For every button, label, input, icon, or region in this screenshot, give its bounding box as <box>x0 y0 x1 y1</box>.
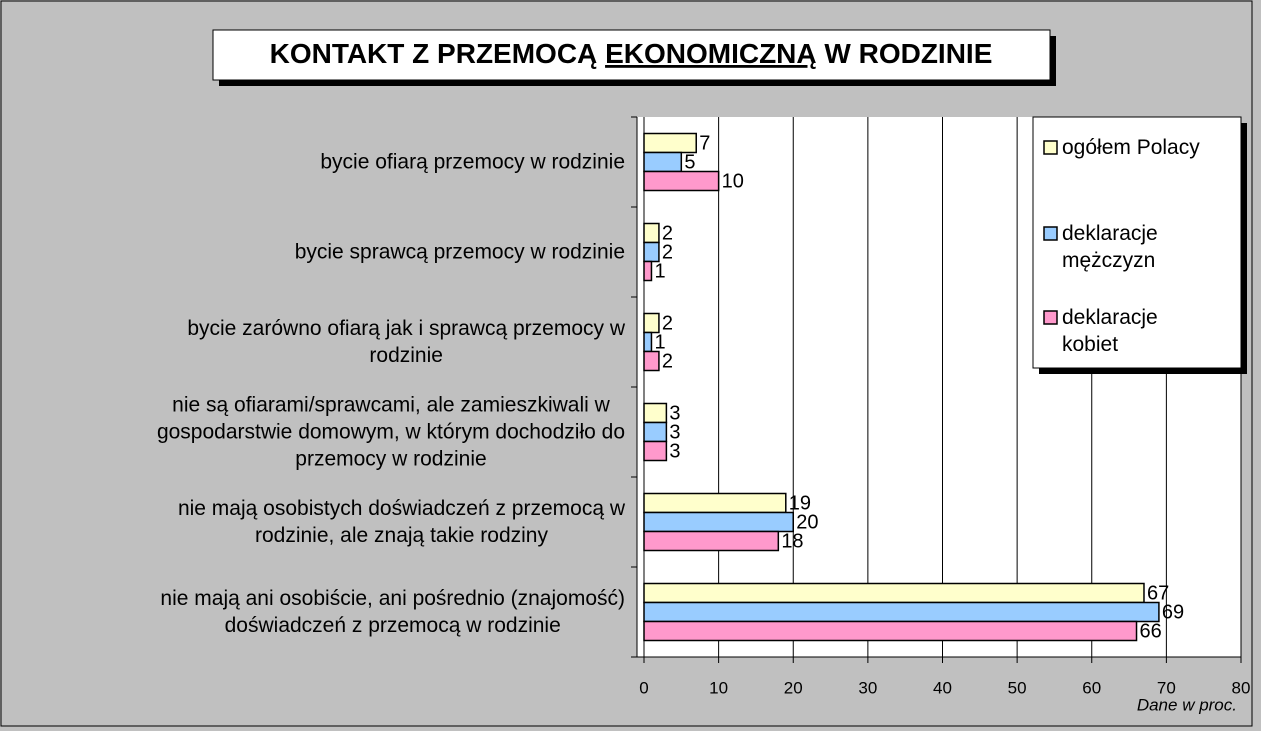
title-part: KONTAKT Z PRZEMOCĄ <box>270 38 598 69</box>
bar <box>643 331 653 353</box>
x-tick-label: 60 <box>1082 678 1101 697</box>
bar <box>643 260 653 282</box>
data-label: 19 <box>789 492 811 514</box>
data-label: 2 <box>662 350 673 372</box>
x-tick-label: 20 <box>784 678 803 697</box>
bar <box>643 492 787 514</box>
x-tick-label: 30 <box>858 678 877 697</box>
bar <box>643 170 720 192</box>
legend-swatch <box>1043 226 1058 241</box>
y-tick-label: bycie zarówno ofiarą jak i sprawcą przem… <box>187 317 625 367</box>
y-tick-label: nie są ofiarami/sprawcami, ale zamieszki… <box>156 393 625 471</box>
x-tick-label: 80 <box>1232 678 1251 697</box>
legend-swatch <box>1043 140 1058 155</box>
y-tick-label: bycie sprawcą przemocy w rodzinie <box>294 240 625 264</box>
bar <box>643 132 697 154</box>
bar <box>643 402 668 424</box>
data-label: 67 <box>1147 582 1169 604</box>
data-label: 69 <box>1162 601 1184 623</box>
data-label: 2 <box>662 241 673 263</box>
data-label: 2 <box>662 312 673 334</box>
y-tick-label: bycie ofiarą przemocy w rodzinie <box>320 150 625 174</box>
data-label: 3 <box>669 440 680 462</box>
x-axis-label: Dane w proc. <box>1137 695 1237 714</box>
x-tick-label: 10 <box>709 678 728 697</box>
x-tick-label: 50 <box>1008 678 1027 697</box>
data-label: 2 <box>662 222 673 244</box>
data-label: 3 <box>669 421 680 443</box>
data-label: 66 <box>1140 620 1162 642</box>
bar <box>643 222 660 244</box>
data-label: 7 <box>699 132 710 154</box>
chart-title: KONTAKT Z PRZEMOCĄ EKONOMICZNĄ W RODZINI… <box>270 38 993 69</box>
x-tick-label: 40 <box>933 678 952 697</box>
bar <box>643 312 660 334</box>
data-label: 1 <box>654 260 665 282</box>
data-label: 3 <box>669 402 680 424</box>
bar <box>643 151 683 173</box>
bar <box>643 241 660 263</box>
data-label: 20 <box>796 511 818 533</box>
legend-label: deklaracje mężczyzn <box>1062 222 1158 272</box>
y-tick-label: nie mają osobistych doświadczeń z przemo… <box>177 497 625 547</box>
title-part: EKONOMICZNĄ <box>605 38 817 69</box>
title-box <box>212 29 1051 81</box>
data-label: 1 <box>654 331 665 353</box>
bar <box>643 601 1160 623</box>
bar <box>643 620 1138 642</box>
legend-box <box>1032 116 1242 369</box>
data-label: 5 <box>684 151 695 173</box>
x-tick-label: 0 <box>639 678 648 697</box>
x-tick-label: 70 <box>1157 678 1176 697</box>
data-label: 10 <box>722 170 744 192</box>
bar <box>643 511 794 533</box>
bar <box>643 350 660 372</box>
title-part: W RODZINIE <box>824 38 992 69</box>
bar <box>643 421 668 443</box>
legend-label: ogółem Polacy <box>1062 136 1200 159</box>
legend-label: deklaracje kobiet <box>1062 306 1158 356</box>
data-label: 18 <box>781 530 803 552</box>
bar <box>643 440 668 462</box>
legend-swatch <box>1043 310 1058 325</box>
bar <box>643 530 780 552</box>
bar <box>643 582 1145 604</box>
y-tick-label: nie mają ani osobiście, ani pośrednio (z… <box>160 587 625 637</box>
